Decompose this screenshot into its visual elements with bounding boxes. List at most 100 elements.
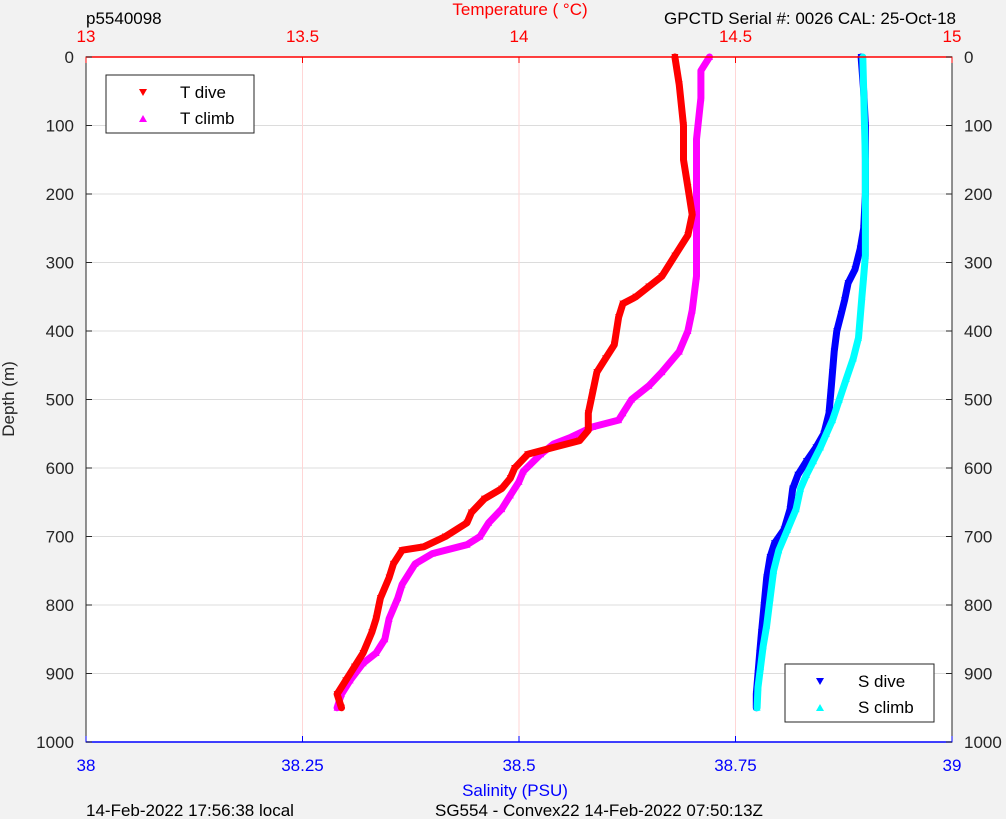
series-s-climb-point — [803, 471, 810, 478]
y-tick-label-left: 600 — [46, 459, 74, 478]
series-s-climb-point — [792, 505, 800, 513]
series-t-dive-point — [342, 677, 350, 684]
top-tick-label: 13 — [77, 27, 96, 46]
bottom-tick-label: 38.25 — [281, 756, 324, 775]
series-s-climb-point — [860, 87, 868, 95]
series-t-dive-point — [338, 704, 345, 712]
legend-t-dive-marker — [139, 89, 147, 96]
legend-salinity-box — [784, 663, 935, 723]
series-s-climb-point — [856, 313, 864, 321]
y-tick-label-right: 0 — [964, 48, 973, 67]
series-s-dive-point — [786, 506, 794, 513]
series-s-dive-point — [760, 602, 768, 609]
top-tick-label: 15 — [943, 27, 962, 46]
series-t-climb-point — [688, 306, 696, 314]
series-s-climb-point — [763, 622, 771, 629]
series-s-climb-point — [770, 567, 778, 574]
series-s-dive-point — [763, 574, 771, 582]
top-tick-label: 13.5 — [286, 27, 319, 46]
series-t-dive-point — [351, 663, 358, 671]
series-t-dive-point — [584, 427, 592, 434]
top-axis-label: Temperature ( °C) — [452, 0, 587, 19]
legend-temperature: T dive T climb — [105, 74, 255, 134]
bottom-tick-label: 39 — [943, 756, 962, 775]
series-t-climb-point — [411, 560, 419, 567]
series-t-climb-point — [359, 659, 367, 667]
series-s-dive-point — [827, 389, 835, 397]
series-t-dive-point — [498, 485, 506, 493]
series-s-dive-point — [830, 348, 838, 356]
legend-s-climb-marker — [816, 704, 824, 711]
series-layer — [333, 53, 869, 712]
legend-t-climb-marker — [139, 115, 147, 122]
series-t-climb-point — [498, 505, 506, 513]
series-s-climb-point — [829, 416, 836, 424]
series-t-dive-point — [376, 595, 384, 602]
series-t-dive-point — [610, 341, 618, 349]
series-t-dive-point — [389, 560, 397, 568]
series-t-climb-point — [463, 541, 471, 548]
series-s-climb-point — [757, 663, 765, 670]
series-s-dive-point — [766, 554, 774, 561]
y-axis-label: Depth (m) — [0, 361, 18, 437]
series-s-dive-point — [844, 280, 852, 287]
series-s-climb-line — [753, 53, 869, 712]
series-t-dive-point — [602, 355, 610, 362]
series-t-climb-point — [385, 615, 393, 622]
y-tick-label-right: 200 — [964, 185, 992, 204]
y-tick-label-right: 800 — [964, 596, 992, 615]
series-t-dive-point — [359, 650, 367, 657]
series-t-dive-point — [645, 283, 653, 290]
y-tick-label-right: 700 — [964, 528, 992, 547]
y-tick-label-left: 300 — [46, 254, 74, 273]
y-tick-label-right: 900 — [964, 665, 992, 684]
series-t-climb-point — [381, 635, 389, 643]
series-t-dive-point — [680, 122, 687, 129]
bottom-tick-label: 38 — [77, 756, 96, 775]
series-t-dive-point — [441, 533, 449, 540]
tick-labels: 0 0 100 100 200 200 300 300 400 400 500 500 600 600 70… — [36, 27, 1002, 775]
bottom-tick-label: 38.75 — [714, 756, 757, 775]
series-t-climb-point — [476, 533, 484, 540]
series-s-climb-point — [858, 293, 866, 300]
series-t-dive-point — [658, 273, 666, 280]
series-t-dive-point — [480, 495, 488, 503]
y-tick-label-left: 700 — [46, 528, 74, 547]
series-s-climb-point — [861, 122, 868, 129]
top-tick-label: 14 — [510, 27, 529, 46]
series-t-climb-point — [485, 519, 493, 526]
series-s-dive-point — [841, 297, 849, 304]
y-tick-label-right: 300 — [964, 254, 992, 273]
series-t-dive-point — [688, 211, 696, 219]
series-t-climb-point — [519, 467, 527, 475]
series-s-climb-point — [861, 156, 869, 163]
series-t-climb-point — [628, 396, 636, 403]
series-s-climb-point — [835, 396, 843, 403]
series-s-dive-point — [794, 471, 802, 479]
series-t-dive-point — [398, 547, 406, 554]
series-s-dive-point — [829, 369, 836, 376]
y-tick-label-left: 800 — [46, 596, 74, 615]
y-tick-label-left: 900 — [46, 665, 74, 684]
header-right: GPCTD Serial #: 0026 CAL: 25-Oct-18 — [664, 9, 956, 28]
bottom-tick-label: 38.5 — [502, 756, 535, 775]
series-t-climb-point — [693, 169, 700, 177]
series-t-climb-point — [658, 368, 666, 376]
series-t-dive-point — [632, 293, 640, 301]
header-left: p5540098 — [86, 9, 162, 28]
series-s-climb-point — [842, 375, 850, 382]
series-t-dive-point — [589, 389, 597, 397]
series-s-dive-point — [789, 485, 797, 493]
series-s-dive-point — [851, 266, 859, 273]
series-s-climb-point — [766, 594, 774, 602]
series-t-climb-point — [693, 238, 700, 245]
y-tick-label-right: 500 — [964, 391, 992, 410]
footer-center: SG554 - Convex22 14-Feb-2022 07:50:13Z — [435, 801, 763, 819]
series-s-climb-point — [822, 430, 830, 437]
series-t-dive-point — [467, 509, 475, 516]
series-t-dive-point — [584, 410, 592, 417]
y-tick-label-right: 100 — [964, 117, 992, 136]
series-t-dive-point — [615, 314, 623, 321]
series-s-dive-point — [837, 310, 845, 318]
